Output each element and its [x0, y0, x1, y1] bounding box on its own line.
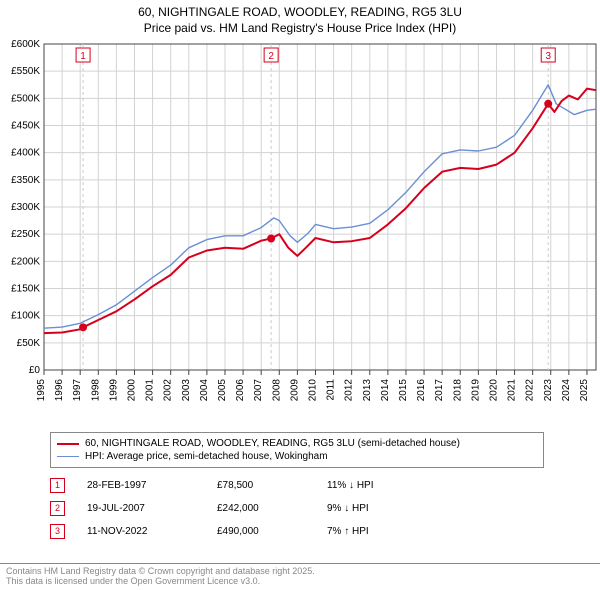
- chart-area: £0 £50K £100K £150K £200K £250K £300K £350K £400…: [0, 40, 600, 430]
- legend-swatch-property: [57, 443, 79, 445]
- legend-label-hpi: HPI: Average price, semi-detached house,…: [85, 451, 328, 462]
- svg-text:£600K: £600K: [11, 40, 40, 50]
- sale-price: £78,500: [217, 480, 327, 491]
- sale-price: £242,000: [217, 503, 327, 514]
- footer-line-2: This data is licensed under the Open Gov…: [6, 576, 594, 586]
- sale-marker-2: 2: [50, 501, 65, 516]
- chart-svg: £0 £50K £100K £150K £200K £250K £300K £350K £400…: [0, 40, 600, 430]
- svg-text:2003: 2003: [181, 379, 192, 402]
- sale-price: £490,000: [217, 526, 327, 537]
- title-line-1: 60, NIGHTINGALE ROAD, WOODLEY, READING, …: [0, 4, 600, 20]
- sale-date: 11-NOV-2022: [87, 526, 217, 537]
- svg-text:2013: 2013: [362, 379, 373, 402]
- svg-text:£50K: £50K: [17, 338, 41, 349]
- svg-text:2009: 2009: [289, 379, 300, 402]
- sale-hpi: 11% ↓ HPI: [327, 480, 437, 491]
- svg-text:2011: 2011: [326, 379, 337, 401]
- svg-text:2001: 2001: [145, 379, 156, 402]
- sale-date: 19-JUL-2007: [87, 503, 217, 514]
- svg-text:£500K: £500K: [11, 93, 40, 104]
- svg-text:1997: 1997: [72, 379, 83, 402]
- svg-text:2008: 2008: [271, 379, 282, 402]
- legend-swatch-hpi: [57, 456, 79, 457]
- svg-text:2002: 2002: [163, 379, 174, 402]
- legend-row-property: 60, NIGHTINGALE ROAD, WOODLEY, READING, …: [57, 437, 537, 450]
- svg-text:£250K: £250K: [11, 229, 40, 240]
- svg-text:2005: 2005: [217, 379, 228, 402]
- svg-text:2024: 2024: [561, 379, 572, 402]
- svg-text:2020: 2020: [488, 379, 499, 402]
- table-row: 2 19-JUL-2007 £242,000 9% ↓ HPI: [50, 497, 544, 520]
- table-row: 1 28-FEB-1997 £78,500 11% ↓ HPI: [50, 474, 544, 497]
- svg-text:2017: 2017: [434, 379, 445, 402]
- svg-text:1996: 1996: [54, 379, 65, 402]
- svg-text:2004: 2004: [199, 379, 210, 402]
- svg-text:2025: 2025: [579, 379, 590, 402]
- svg-text:£400K: £400K: [11, 148, 40, 159]
- svg-text:£100K: £100K: [11, 311, 40, 322]
- svg-text:2012: 2012: [344, 379, 355, 402]
- svg-text:2023: 2023: [543, 379, 554, 402]
- svg-text:£200K: £200K: [11, 256, 40, 267]
- svg-text:2: 2: [268, 51, 274, 62]
- svg-text:2014: 2014: [380, 379, 391, 402]
- svg-text:2019: 2019: [470, 379, 481, 402]
- svg-text:1: 1: [80, 51, 86, 62]
- svg-text:3: 3: [545, 51, 551, 62]
- svg-text:2016: 2016: [416, 379, 427, 402]
- title-block: 60, NIGHTINGALE ROAD, WOODLEY, READING, …: [0, 0, 600, 36]
- sale-marker-1: 1: [50, 478, 65, 493]
- svg-text:£350K: £350K: [11, 175, 40, 186]
- sale-hpi: 7% ↑ HPI: [327, 526, 437, 537]
- title-line-2: Price paid vs. HM Land Registry's House …: [0, 20, 600, 36]
- svg-text:£550K: £550K: [11, 66, 40, 77]
- svg-text:1999: 1999: [108, 379, 119, 402]
- svg-text:£0: £0: [29, 365, 41, 376]
- table-row: 3 11-NOV-2022 £490,000 7% ↑ HPI: [50, 520, 544, 543]
- svg-text:£150K: £150K: [11, 284, 40, 295]
- chart-container: 60, NIGHTINGALE ROAD, WOODLEY, READING, …: [0, 0, 600, 590]
- svg-text:£450K: £450K: [11, 121, 40, 132]
- sale-hpi: 9% ↓ HPI: [327, 503, 437, 514]
- svg-text:1995: 1995: [36, 379, 47, 402]
- svg-text:1998: 1998: [90, 379, 101, 402]
- legend-label-property: 60, NIGHTINGALE ROAD, WOODLEY, READING, …: [85, 438, 460, 449]
- sale-marker-3: 3: [50, 524, 65, 539]
- svg-text:2000: 2000: [126, 379, 137, 402]
- sale-date: 28-FEB-1997: [87, 480, 217, 491]
- svg-text:2018: 2018: [452, 379, 463, 402]
- svg-text:2010: 2010: [307, 379, 318, 402]
- footer: Contains HM Land Registry data © Crown c…: [0, 563, 600, 586]
- legend-row-hpi: HPI: Average price, semi-detached house,…: [57, 450, 537, 463]
- sales-table: 1 28-FEB-1997 £78,500 11% ↓ HPI 2 19-JUL…: [50, 474, 544, 543]
- svg-text:2007: 2007: [253, 379, 264, 402]
- svg-text:2015: 2015: [398, 379, 409, 402]
- svg-text:2006: 2006: [235, 379, 246, 402]
- svg-text:2021: 2021: [507, 379, 518, 402]
- footer-line-1: Contains HM Land Registry data © Crown c…: [6, 566, 594, 576]
- svg-text:£300K: £300K: [11, 202, 40, 213]
- legend: 60, NIGHTINGALE ROAD, WOODLEY, READING, …: [50, 432, 544, 468]
- svg-text:2022: 2022: [525, 379, 536, 402]
